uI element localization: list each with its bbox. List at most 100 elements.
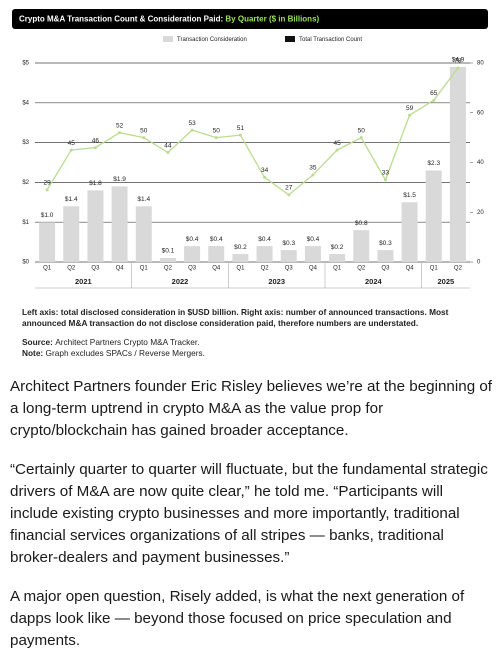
x-tick-label: Q4 bbox=[309, 266, 318, 272]
legend-swatch bbox=[285, 36, 295, 42]
y-tick-label: $4 bbox=[22, 100, 29, 106]
count-label: 35 bbox=[309, 165, 317, 172]
count-label: 33 bbox=[382, 170, 390, 177]
bar bbox=[425, 170, 442, 262]
title-bar bbox=[12, 9, 488, 29]
count-label: 46 bbox=[92, 137, 100, 144]
x-tick-label: Q1 bbox=[333, 266, 342, 272]
x-tick-label: Q3 bbox=[381, 266, 390, 272]
bar bbox=[377, 250, 394, 262]
x-tick-label: Q2 bbox=[261, 266, 270, 272]
paragraph: A major open question, Risely added, is … bbox=[10, 588, 465, 649]
count-point bbox=[166, 151, 170, 155]
title-text: Crypto M&A Transaction Count & Considera… bbox=[19, 15, 223, 24]
count-point bbox=[335, 148, 339, 152]
count-label: 51 bbox=[237, 125, 245, 132]
x-tick-label: Q3 bbox=[285, 266, 294, 272]
bar bbox=[159, 258, 176, 262]
chart-subtitle: By Quarter ($ in Billions) bbox=[225, 15, 319, 24]
x-tick-label: Q4 bbox=[212, 266, 221, 272]
count-label: 65 bbox=[430, 90, 438, 97]
paragraph: “Certainly quarter to quarter will fluct… bbox=[10, 461, 488, 566]
count-label: 59 bbox=[406, 105, 414, 112]
paragraph: Architect Partners founder Eric Risley b… bbox=[10, 378, 493, 439]
page: {"chart_data": {"type": "bar", "title": … bbox=[10, 9, 493, 649]
bar-value-label: $0.4 bbox=[210, 236, 223, 243]
chart-title: Crypto M&A Transaction Count & Considera… bbox=[19, 15, 320, 24]
count-point bbox=[456, 66, 460, 70]
x-tick-label: Q1 bbox=[236, 266, 245, 272]
legend-label: Total Transaction Count bbox=[299, 37, 362, 43]
x-tick-label: Q1 bbox=[430, 266, 439, 272]
bar-value-label: $1.4 bbox=[137, 196, 150, 203]
bar bbox=[256, 246, 273, 262]
count-label: 53 bbox=[188, 120, 196, 127]
note: Graph excludes SPACs / Reverse Mergers. bbox=[45, 348, 205, 358]
bar-value-label: $1.9 bbox=[113, 176, 126, 183]
x-tick-label: Q3 bbox=[91, 266, 100, 272]
bar-value-label: $1.5 bbox=[403, 192, 416, 199]
article: Architect Partners founder Eric Risley b… bbox=[10, 376, 494, 669]
bar bbox=[39, 222, 56, 262]
x-tick-label: Q2 bbox=[67, 266, 76, 272]
bar bbox=[111, 186, 128, 262]
x-tick-label: Q2 bbox=[164, 266, 173, 272]
x-tick-label: Q4 bbox=[116, 266, 125, 272]
chart-notes: Left axis: total disclosed consideration… bbox=[22, 307, 484, 359]
count-point bbox=[142, 136, 146, 140]
x-tick-label: Q1 bbox=[140, 266, 149, 272]
source-label: Source: bbox=[22, 337, 53, 347]
count-label: 44 bbox=[164, 142, 172, 149]
bar-value-label: $0.4 bbox=[258, 236, 271, 243]
count-point bbox=[69, 148, 73, 152]
count-point bbox=[263, 175, 267, 179]
bar-value-label: $0.2 bbox=[234, 244, 247, 251]
chart: Crypto M&A Transaction Count & Considera… bbox=[12, 9, 488, 289]
count-label: 45 bbox=[68, 140, 76, 147]
bar bbox=[184, 246, 201, 262]
y2-tick-label: 0 bbox=[477, 260, 481, 266]
y-tick-label: $1 bbox=[22, 220, 29, 226]
count-point bbox=[287, 193, 291, 197]
source-line: Source: Architect Partners Crypto M&A Tr… bbox=[22, 337, 484, 348]
y2-tick-label: 60 bbox=[477, 110, 484, 116]
x-tick-label: Q3 bbox=[188, 266, 197, 272]
bar-value-label: $0.1 bbox=[162, 248, 175, 255]
bar-value-label: $2.3 bbox=[427, 160, 440, 167]
year-label: 2025 bbox=[437, 277, 454, 286]
y2-tick-label: 20 bbox=[477, 210, 484, 216]
bar-value-label: $1.4 bbox=[65, 196, 78, 203]
bar bbox=[232, 254, 249, 262]
y2-tick-label: 40 bbox=[477, 160, 484, 166]
legend-label: Transaction Consideration bbox=[177, 37, 247, 43]
bar-value-label: $1.0 bbox=[41, 212, 54, 219]
bar bbox=[135, 206, 152, 262]
count-point bbox=[214, 136, 218, 140]
bar-value-label: $0.2 bbox=[331, 244, 344, 251]
bar-value-label: $1.8 bbox=[89, 180, 102, 187]
note-line: Note: Graph excludes SPACs / Reverse Mer… bbox=[22, 348, 484, 359]
count-label: 45 bbox=[333, 140, 341, 147]
count-label: 78 bbox=[454, 58, 462, 65]
bar-value-label: $0.4 bbox=[186, 236, 199, 243]
bar bbox=[280, 250, 297, 262]
y-tick-label: $2 bbox=[22, 180, 29, 186]
count-point bbox=[93, 146, 97, 150]
count-line bbox=[46, 67, 459, 196]
year-label: 2021 bbox=[75, 277, 92, 286]
y2-tick-label: 80 bbox=[477, 61, 484, 67]
bar bbox=[401, 202, 418, 262]
legend-swatch bbox=[163, 36, 173, 42]
year-label: 2023 bbox=[268, 277, 285, 286]
count-point bbox=[190, 128, 194, 132]
x-tick-label: Q2 bbox=[454, 266, 463, 272]
bar-value-label: $0.4 bbox=[307, 236, 320, 243]
x-tick-label: Q2 bbox=[357, 266, 366, 272]
count-label: 50 bbox=[358, 127, 366, 134]
y-tick-label: $0 bbox=[22, 260, 29, 266]
bar bbox=[208, 246, 225, 262]
count-label: 52 bbox=[116, 122, 124, 129]
x-tick-label: Q4 bbox=[406, 266, 415, 272]
y-tick-label: $3 bbox=[22, 140, 29, 146]
bar-value-label: $0.8 bbox=[355, 220, 368, 227]
